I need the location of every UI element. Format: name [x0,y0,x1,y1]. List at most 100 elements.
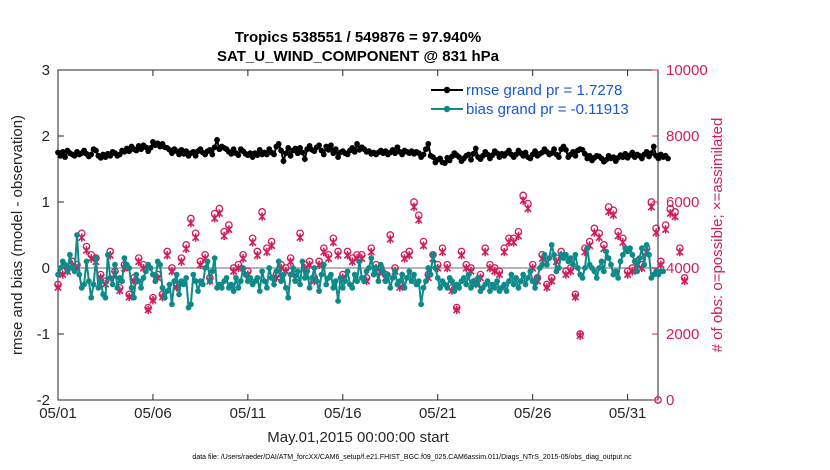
bias-point [501,281,508,288]
bias-point [273,268,280,275]
obs-assimilated-point [234,263,243,273]
bias-point [399,271,406,278]
obs-assimilated-point [405,251,414,260]
bias-point [320,261,327,268]
obs-assimilated-point [652,228,660,237]
bias-point [389,275,396,281]
rmse-point [420,151,427,158]
bias-point [615,275,622,281]
x-axis-label: May.01,2015 00:00:00 start [267,429,449,446]
rmse-series [55,136,671,166]
obs-assimilated-point [628,267,637,276]
bias-point [513,275,519,281]
bias-point [385,271,391,278]
rmse-point [282,150,289,157]
rmse-point [126,148,133,155]
obs-assimilated-point [220,231,228,241]
obs-assimilated-point [348,257,357,266]
bias-point [387,284,394,291]
rmse-point [256,146,263,153]
rmse-point [425,141,432,147]
rmse-point [328,142,334,149]
bias-point [472,281,479,288]
y-right-tick-label: 2000 [666,326,699,343]
obs-assimilated-point [576,331,584,340]
y-right-tick-label: 6000 [666,194,699,211]
obs-assimilated-point [657,260,665,270]
bias-point [603,248,610,255]
obs-assimilated-point [562,270,570,279]
rmse-point [301,156,308,163]
obs-assimilated-point [514,231,523,241]
bias-point [449,278,455,285]
bias-point [259,268,266,275]
bias-point [487,288,493,294]
obs-assimilated-point [676,247,684,257]
bias-point [373,265,379,271]
obs-assimilated-point [215,209,224,218]
obs-assimilated-point [595,233,603,242]
bias-point [451,288,458,294]
bias-point [636,255,643,261]
obs-assimilated-point [661,225,670,234]
rmse-point [88,151,95,158]
bias-point [180,281,187,288]
bias-point [206,278,213,285]
bias-point [508,271,515,278]
rmse-point [316,142,322,149]
bias-point [64,268,71,275]
bias-point [638,245,645,252]
bias-point [209,268,216,275]
bias-point [515,284,522,291]
bias-point [88,294,95,301]
rmse-point [430,154,436,161]
bias-point [188,301,194,308]
bias-point [608,261,614,268]
bias-point [643,242,650,248]
bias-point [304,268,311,275]
bias-point [93,255,99,261]
bias-point [460,275,467,281]
bias-point [85,278,92,285]
bias-point [169,301,175,308]
legend-bias-label: bias grand pr = -0.11913 [466,101,629,118]
x-tick-label: 05/26 [514,405,552,422]
bias-point [641,261,648,268]
bias-point [579,275,586,281]
obs-assimilated-point [125,292,133,302]
bias-point [396,278,403,285]
bias-point [437,284,444,291]
bias-point [598,258,605,265]
bias-point [491,284,498,291]
obs-assimilated-point [680,276,689,286]
rmse-point [209,151,216,158]
rmse-point [292,145,299,152]
bias-point [427,271,434,278]
bias-point [344,268,351,275]
obs-assimilated-point [324,254,333,263]
rmse-point [320,151,327,158]
bias-point [584,245,591,252]
obs-assimilated-point [177,257,186,266]
bias-point [318,271,325,278]
bias-point [192,278,199,285]
bias-point [190,271,197,278]
bias-point [629,251,636,258]
bias-point [292,278,299,285]
obs-assimilated-point [334,251,342,260]
bias-point [311,265,318,271]
bias-point [294,268,301,275]
rmse-point [263,151,270,158]
bias-point [275,258,282,265]
rmse-point [581,150,588,157]
obs-assimilated-point [524,204,532,213]
bias-point [551,251,557,258]
bias-point [171,278,178,285]
axes-ticks: 05/01 05/06 05/11 05/16 05/21 05/26 05/31 -2 -1 0… [37,62,708,422]
bias-point [484,278,491,285]
obs-assimilated-point [509,238,518,247]
rmse-point [59,148,66,155]
rmse-point [551,146,557,153]
legend-rmse-marker [443,86,451,94]
bias-point [349,284,356,291]
